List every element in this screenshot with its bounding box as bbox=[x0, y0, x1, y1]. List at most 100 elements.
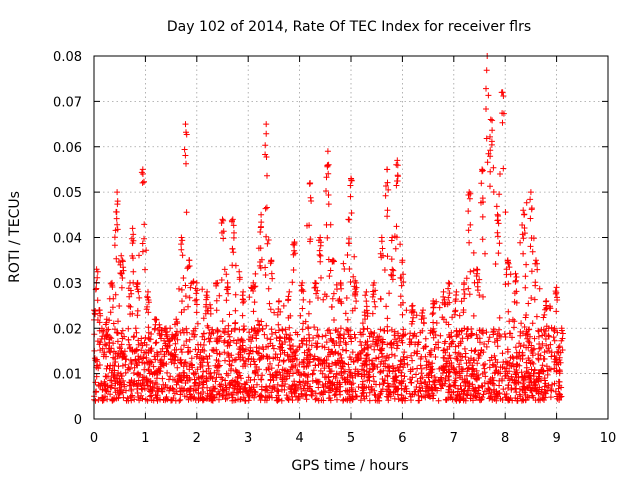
data-point bbox=[178, 241, 185, 248]
data-point bbox=[275, 362, 282, 369]
data-point bbox=[521, 211, 528, 218]
data-point bbox=[188, 355, 195, 362]
data-point bbox=[445, 389, 452, 396]
data-point bbox=[179, 327, 186, 333]
data-point bbox=[453, 333, 460, 340]
data-point bbox=[414, 378, 421, 385]
data-point bbox=[505, 260, 512, 267]
data-point bbox=[134, 281, 141, 288]
data-point bbox=[399, 339, 406, 346]
data-point bbox=[128, 360, 135, 367]
data-point bbox=[489, 127, 496, 134]
data-point bbox=[98, 380, 105, 387]
data-point bbox=[521, 225, 528, 231]
data-point bbox=[435, 397, 442, 404]
data-point bbox=[309, 371, 316, 378]
data-point bbox=[465, 364, 472, 371]
data-point bbox=[482, 250, 488, 257]
data-point bbox=[506, 330, 513, 337]
data-point bbox=[94, 338, 101, 345]
data-point bbox=[487, 183, 493, 190]
data-point bbox=[445, 372, 452, 379]
data-point bbox=[174, 336, 181, 343]
data-point bbox=[430, 319, 437, 326]
data-point bbox=[492, 363, 499, 370]
data-point bbox=[241, 361, 248, 367]
data-point bbox=[532, 282, 539, 289]
data-point bbox=[476, 384, 483, 391]
data-point bbox=[460, 366, 466, 373]
data-point bbox=[247, 344, 254, 351]
data-point bbox=[138, 335, 145, 342]
data-point bbox=[240, 323, 247, 330]
data-point bbox=[152, 356, 159, 363]
data-point bbox=[193, 279, 200, 286]
data-point bbox=[376, 397, 383, 404]
data-point bbox=[504, 361, 511, 368]
data-point bbox=[322, 332, 329, 339]
data-point bbox=[517, 328, 524, 335]
data-point bbox=[172, 340, 179, 347]
data-point bbox=[402, 331, 409, 338]
data-point bbox=[347, 182, 354, 189]
data-point bbox=[93, 373, 100, 380]
data-point bbox=[389, 266, 396, 273]
data-point bbox=[145, 297, 152, 303]
data-point bbox=[358, 331, 365, 338]
data-point bbox=[371, 346, 378, 353]
data-point bbox=[179, 252, 186, 259]
data-point bbox=[316, 247, 323, 254]
data-point bbox=[385, 393, 392, 400]
data-point bbox=[235, 396, 241, 403]
data-point bbox=[268, 258, 275, 265]
data-point bbox=[413, 371, 419, 378]
data-point bbox=[119, 327, 126, 334]
data-point bbox=[383, 183, 389, 189]
data-point bbox=[344, 252, 351, 258]
data-point bbox=[388, 326, 395, 333]
data-point bbox=[551, 328, 558, 334]
data-point bbox=[127, 303, 134, 310]
data-point bbox=[327, 267, 334, 274]
data-point bbox=[250, 279, 257, 286]
data-point bbox=[457, 338, 464, 345]
data-point bbox=[397, 363, 403, 370]
data-point bbox=[272, 351, 279, 358]
data-point bbox=[459, 335, 466, 342]
data-point bbox=[307, 194, 314, 201]
data-point bbox=[300, 364, 307, 370]
data-point bbox=[229, 245, 236, 252]
data-point bbox=[281, 367, 288, 374]
x-axis-label: GPS time / hours bbox=[291, 458, 408, 474]
data-point bbox=[394, 162, 401, 169]
data-point bbox=[552, 388, 559, 395]
data-point bbox=[490, 189, 497, 195]
data-point bbox=[320, 296, 327, 303]
data-point bbox=[282, 339, 289, 345]
data-point bbox=[475, 372, 482, 378]
data-point bbox=[218, 277, 225, 283]
data-point bbox=[310, 367, 317, 374]
data-point bbox=[505, 280, 512, 287]
data-point bbox=[445, 279, 452, 286]
data-point bbox=[408, 320, 415, 327]
data-point bbox=[118, 252, 125, 259]
data-point bbox=[460, 390, 467, 397]
data-point bbox=[114, 221, 121, 228]
data-point bbox=[99, 345, 106, 352]
data-point bbox=[181, 342, 187, 349]
data-point bbox=[193, 353, 200, 360]
data-point bbox=[377, 250, 384, 257]
data-point bbox=[507, 395, 514, 401]
data-point bbox=[500, 165, 507, 172]
data-point bbox=[306, 346, 312, 353]
data-point bbox=[527, 189, 534, 196]
data-point bbox=[252, 270, 259, 277]
data-point bbox=[521, 372, 528, 379]
data-point bbox=[199, 333, 206, 340]
data-point bbox=[417, 355, 424, 362]
data-point bbox=[466, 291, 473, 298]
data-point bbox=[511, 324, 517, 331]
data-point bbox=[306, 222, 313, 229]
data-point bbox=[368, 330, 374, 337]
